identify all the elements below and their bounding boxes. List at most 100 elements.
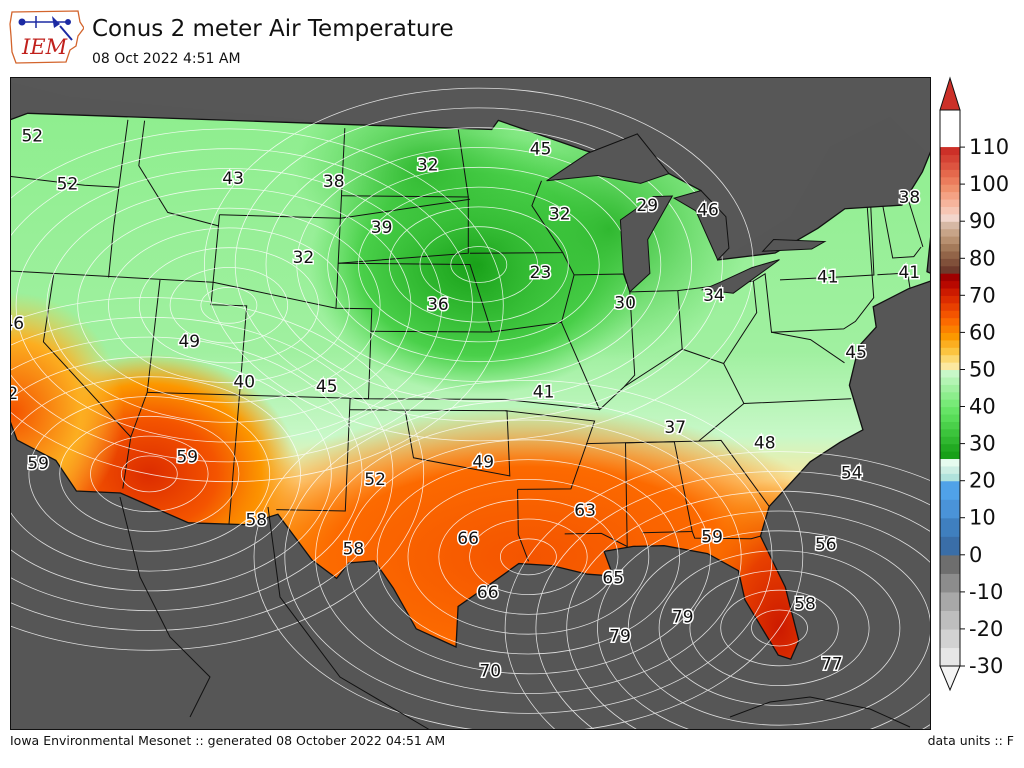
colorbar-tick-label: 110 [969,135,1009,159]
logo-text: IEM [21,35,68,59]
temperature-label: 29 [636,196,658,216]
colorbar-band [940,273,960,282]
colorbar-band [940,198,960,207]
temperature-label: 34 [703,286,725,306]
temperature-label: 32 [293,248,315,268]
colorbar-band [940,473,960,482]
mexico-coast [119,496,431,730]
colorbar-band [940,465,960,474]
temperature-label: 45 [530,139,552,159]
colorbar-tick-label: 10 [969,506,996,530]
temperature-label: 48 [754,433,776,453]
colorbar-band [940,399,960,408]
colorbar-tick-label: 0 [969,543,982,567]
chart-title: Conus 2 meter Air Temperature [92,16,454,42]
colorbar-band [940,517,960,537]
temperature-map: 52 52 52 46 52 59 59 49 40 45 43 38 32 45 39 32 32 29 46 23… [10,77,931,730]
temperature-label: 41 [898,263,920,283]
temperature-label: 36 [427,295,449,315]
weather-station-icon [18,16,73,41]
temperature-label: 54 [841,463,863,483]
temperature-label: 49 [472,453,494,473]
temperature-label: 37 [664,418,686,438]
colorbar-band [940,451,960,460]
colorbar-band [940,369,960,378]
colorbar-band [940,154,960,163]
temperature-label: 59 [27,454,49,474]
colorbar-band [940,310,960,319]
colorbar-band [940,161,960,170]
colorbar-band [940,147,960,156]
temperature-label: 38 [323,172,345,192]
colorbar-tick-label: -20 [969,617,1003,641]
colorbar-band [940,347,960,356]
temperature-label: 40 [233,373,255,393]
colorbar-band [940,221,960,230]
colorbar-band [940,317,960,326]
colorbar-band [940,413,960,422]
colorbar-tick-label: 90 [969,209,996,233]
colorbar-band [940,391,960,400]
temperature-label: 43 [222,169,244,189]
colorbar-band [940,591,960,611]
colorbar-band [940,184,960,193]
isotherms [10,87,931,730]
colorbar-band [940,436,960,445]
colorbar-band [940,610,960,630]
colorbar-tick-label: 50 [969,358,996,382]
colorbar-top-arrow [939,76,961,111]
colorbar-band [940,295,960,304]
coastline [10,112,931,661]
colorbar-band [940,287,960,296]
iem-logo: IEM [9,10,84,64]
temperature-label: 30 [614,293,636,313]
footer-source: Iowa Environmental Mesonet :: generated … [10,733,446,748]
colorbar-tick-label: -10 [969,580,1003,604]
colorbar-band [940,258,960,267]
temperature-label: 79 [609,627,631,647]
temperature-label: 52 [21,126,43,146]
temperature-label: 52 [57,174,79,194]
temperature-label: 59 [176,447,198,467]
temperature-label: 66 [477,583,499,603]
colorbar-band [940,458,960,467]
colorbar-band [940,339,960,348]
temperature-label: 23 [530,263,552,283]
cuba-coast [729,696,911,728]
colorbar-band [940,265,960,274]
colorbar-band [940,250,960,259]
colorbar-band [940,499,960,519]
colorbar-band [940,169,960,178]
temperature-label: 45 [845,343,867,363]
colorbar-band [940,628,960,649]
colorbar-band [940,443,960,452]
temperature-label: 45 [316,377,338,397]
colorbar-band [940,302,960,311]
temperature-label: 41 [533,382,555,402]
colorbar-band [940,376,960,385]
colorbar-band [940,647,960,667]
colorbar-tick-label: 30 [969,432,996,456]
colorbar-tick-label: 80 [969,246,996,270]
colorbar-band [940,384,960,393]
temperature-label: 58 [794,594,816,614]
temperature-label: 63 [574,501,596,521]
colorbar-band [940,228,960,237]
iowa-state-outline-icon [9,10,84,64]
temperature-label: 66 [457,529,479,549]
temperature-label: 52 [10,384,18,404]
colorbar-band [940,421,960,430]
colorbar-band [940,480,960,500]
temperature-label: 52 [364,470,386,490]
colorbar-band [940,236,960,245]
chart-timestamp: 08 Oct 2022 4:51 AM [92,51,241,67]
temperature-label: 46 [697,201,719,221]
temperature-label: 58 [343,539,365,559]
temperature-label: 77 [821,654,843,674]
colorbar-tick-label: 60 [969,320,996,344]
colorbar-band [940,428,960,437]
colorbar-band [940,406,960,415]
temperature-label: 59 [701,528,723,548]
colorbar-band [940,354,960,363]
